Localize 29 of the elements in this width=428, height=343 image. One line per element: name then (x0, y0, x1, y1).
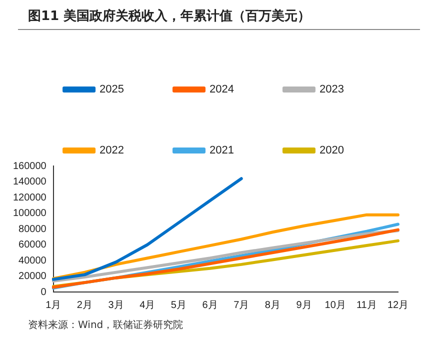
y-tick-label: 160000 (12, 160, 47, 172)
text: 资料来源：Wind，联储证券研究院 (28, 318, 184, 332)
x-tick-label: 9月 (296, 300, 312, 311)
legend-label: 2024 (210, 84, 234, 96)
legend-label: 2020 (319, 144, 344, 157)
x-tick-label: 4月 (140, 300, 156, 311)
x-tick-label: 7月 (234, 300, 250, 311)
y-tick-label: 140000 (12, 176, 47, 188)
y-tick-label: 0 (40, 286, 47, 298)
legend-label: 2023 (319, 84, 344, 96)
x-tick-label: 3月 (108, 300, 124, 311)
y-tick-label: 80000 (18, 224, 47, 235)
x-tick-label: 12月 (387, 300, 409, 311)
x-tick-label: 2月 (76, 300, 92, 311)
legend-label: 2022 (100, 144, 124, 157)
x-tick-label: 5月 (170, 300, 186, 311)
chart-title: 图11 美国政府关税收入，年累计值（百万美元） (28, 8, 311, 25)
x-tick-label: 6月 (202, 300, 218, 311)
x-tick-label: 1月 (46, 300, 62, 311)
legend-label: 2025 (100, 84, 124, 96)
y-tick-label: 120000 (12, 192, 47, 204)
legend-label: 2021 (210, 144, 234, 157)
x-tick-label: 8月 (264, 300, 280, 311)
x-tick-label: 10月 (324, 300, 346, 311)
y-tick-label: 60000 (18, 240, 47, 250)
y-tick-label: 20000 (18, 271, 47, 282)
y-tick-label: 100000 (12, 208, 47, 219)
y-tick-label: 40000 (18, 255, 47, 266)
x-tick-label: 11月 (356, 300, 377, 311)
